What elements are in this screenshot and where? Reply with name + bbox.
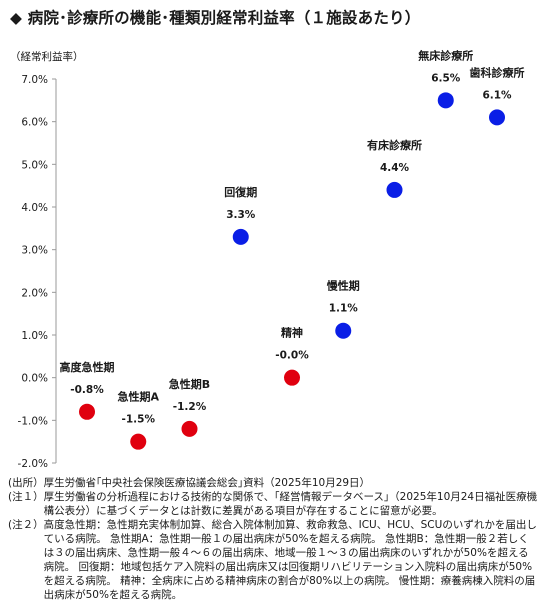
data-label: -1.5% [122,414,156,426]
data-point [284,369,300,386]
y-axis: -2.0% -1.0% 0.0% 1.0% 2.0% 3.0% 4.0% 5.0% 6.0% 7.… [18,74,57,470]
note-prefix: (注１） [8,491,44,503]
data-label: 1.1% [329,303,359,315]
y-tick-label: 6.0% [21,117,48,129]
footnotes: (出所） 厚生労働省｢中央社会保険医療協議会総会｣資料（2025年10月29日）… [8,476,538,602]
note-2: (注２） 高度急性期：急性期充実体制加算、総合入院体制加算、救命救急、ICU、H… [8,518,538,602]
data-points: -0.8% 高度急性期 -1.5% 急性期A -1.2% 急性期B 3.3% 回復期 -0.0%… [60,48,525,450]
data-label: 3.3% [226,209,256,221]
point-name-label: 有床診療所 [367,138,422,152]
data-point [130,433,147,450]
note-text: 厚生労働省の分析過程における技術的な関係で、「経営情報データベース」（2025年… [43,491,538,517]
data-point [489,109,505,126]
point-name-label: 歯科診療所 [470,65,525,79]
note-text: 厚生労働省｢中央社会保険医療協議会総会｣資料（2025年10月29日） [43,477,371,489]
scatter-chart: -2.0% -1.0% 0.0% 1.0% 2.0% 3.0% 4.0% 5.0% 6.0% 7.… [18,48,525,470]
point-name-label: 無床診療所 [418,48,473,62]
data-point [437,92,454,109]
data-label: -0.0% [275,350,309,362]
data-label: -0.8% [70,384,104,396]
point-name-label: 高度急性期 [60,360,115,374]
data-point [79,403,95,420]
data-point [232,228,249,245]
data-label: -1.2% [173,401,207,413]
y-tick-label: 4.0% [21,202,48,214]
data-point [181,420,198,437]
data-label: 6.1% [482,89,512,101]
y-tick-label: -1.0% [18,415,48,427]
note-prefix: (注２） [8,519,44,531]
note-source: (出所） 厚生労働省｢中央社会保険医療協議会総会｣資料（2025年10月29日） [8,476,538,490]
chart-title: ◆ 病院･診療所の機能･種類別経常利益率（１施設あたり） [10,9,421,27]
note-text: 高度急性期：急性期充実体制加算、総合入院体制加算、救命救急、ICU、HCU、SC… [43,519,537,601]
point-name-label: 慢性期 [327,279,360,293]
point-name-label: 精神 [281,326,303,340]
data-point [386,181,403,198]
y-tick-label: 5.0% [21,159,48,171]
point-name-label: 急性期B [169,377,210,391]
y-tick-label: 1.0% [21,330,48,342]
note-prefix: (出所） [8,477,44,489]
point-name-label: 急性期A [117,390,159,404]
data-point [335,322,352,339]
y-tick-label: -2.0% [18,458,48,470]
y-axis-unit-label: （経常利益率） [10,51,84,63]
data-label: 4.4% [380,162,410,174]
y-tick-label: 7.0% [21,74,48,86]
note-1: (注１） 厚生労働省の分析過程における技術的な関係で、「経営情報データベース」（… [8,490,538,518]
data-label: 6.5% [431,72,461,84]
y-tick-label: 2.0% [21,287,48,299]
y-tick-label: 0.0% [21,373,48,385]
point-name-label: 回復期 [224,185,257,199]
y-tick-label: 3.0% [21,245,48,257]
